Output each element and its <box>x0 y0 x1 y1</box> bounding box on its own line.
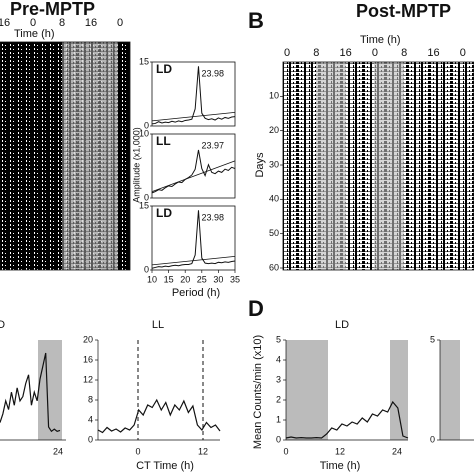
x-tick-label: 0 <box>30 17 36 29</box>
x-tick-label: 16 <box>85 17 97 29</box>
peak-label: 23.97 <box>201 140 224 150</box>
x-tick-label: 10 <box>147 274 157 284</box>
periodogram-line <box>151 149 236 194</box>
axis-label: CT Time (h) <box>136 460 194 472</box>
x-tick-label: 8 <box>401 47 407 59</box>
chart-title: LD <box>0 319 5 331</box>
chart-title: LD <box>335 319 349 331</box>
activity-line <box>0 352 61 433</box>
y-tick-label: 5 <box>276 334 281 344</box>
dark-phase <box>390 340 408 440</box>
x-tick-label: 0 <box>117 17 123 29</box>
axis-label: Amplitude (x1,000) <box>131 127 141 203</box>
chart-title: LL <box>152 319 164 331</box>
activity-line <box>285 400 409 439</box>
axis-label: Mean Counts/min (x10) <box>252 335 264 449</box>
x-tick-label: 0 <box>460 47 466 59</box>
y-tick-label: 20 <box>269 125 279 135</box>
y-tick-label: 40 <box>269 194 279 204</box>
y-tick-label: 3 <box>276 374 281 384</box>
periodogram-line <box>151 66 236 125</box>
y-tick-label: 8 <box>88 394 93 404</box>
x-tick-label: 16 <box>0 17 10 29</box>
y-tick-label: 4 <box>276 354 281 364</box>
x-tick-label: 24 <box>392 446 402 456</box>
actogram <box>282 61 474 271</box>
panel-letter: B <box>248 8 264 33</box>
x-tick-label: 12 <box>335 446 345 456</box>
y-tick-label: 10 <box>139 128 149 138</box>
y-tick-label: 15 <box>139 56 149 66</box>
plot-frame <box>151 61 236 127</box>
x-tick-label: 0 <box>372 47 378 59</box>
y-tick-label: 0 <box>430 434 435 444</box>
axis-label: Time (h) <box>320 460 361 472</box>
y-tick-label: 15 <box>139 200 149 210</box>
x-tick-label: 15 <box>164 274 174 284</box>
x-tick-label: 16 <box>339 47 351 59</box>
y-tick-label: 16 <box>83 354 93 364</box>
x-tick-label: 0 <box>135 446 140 456</box>
threshold-line <box>151 111 236 122</box>
y-tick-label: 0 <box>276 434 281 444</box>
axis-label: Time (h) <box>360 34 401 46</box>
periodogram-line <box>151 210 236 269</box>
threshold-line <box>151 160 236 192</box>
panel-letter: D <box>248 296 264 321</box>
activity-line <box>97 398 221 434</box>
plot-frame <box>151 205 236 271</box>
y-tick-label: 2 <box>276 394 281 404</box>
panel-label: LL <box>156 134 171 148</box>
panel-title: Post-MPTP <box>356 1 451 21</box>
y-tick-label: 30 <box>269 159 279 169</box>
y-tick-label: 0 <box>144 120 149 130</box>
x-tick-label: 0 <box>283 446 288 456</box>
x-tick-label: 30 <box>213 274 223 284</box>
axis-label: Time (h) <box>14 28 55 40</box>
y-tick-label: 10 <box>269 91 279 101</box>
panel-label: LD <box>156 206 172 220</box>
dark-phase <box>440 340 460 440</box>
y-tick-label: 0 <box>88 434 93 444</box>
y-tick-label: 5 <box>430 334 435 344</box>
y-tick-label: 0 <box>144 264 149 274</box>
panel-label: LD <box>156 62 172 76</box>
y-tick-label: 0 <box>144 192 149 202</box>
y-tick-label: 50 <box>269 228 279 238</box>
y-tick-label: 1 <box>276 414 281 424</box>
y-tick-label: 4 <box>88 414 93 424</box>
y-tick-label: 20 <box>83 334 93 344</box>
actogram <box>0 41 131 271</box>
panel-title: Pre-MPTP <box>10 0 95 19</box>
plot-frame <box>151 133 236 199</box>
axis-label: Days <box>254 152 266 178</box>
x-tick-label: 8 <box>59 17 65 29</box>
axis-label: Period (h) <box>172 287 220 299</box>
peak-label: 23.98 <box>201 68 224 78</box>
x-tick-label: 16 <box>427 47 439 59</box>
threshold-line <box>151 255 236 266</box>
x-tick-label: 24 <box>53 446 63 456</box>
x-tick-label: 35 <box>230 274 240 284</box>
y-tick-label: 12 <box>83 374 93 384</box>
y-tick-label: 60 <box>269 262 279 272</box>
x-tick-label: 12 <box>198 446 208 456</box>
dark-phase <box>38 340 62 440</box>
peak-label: 23.98 <box>201 212 224 222</box>
x-tick-label: 25 <box>197 274 207 284</box>
dark-phase <box>286 340 328 440</box>
x-tick-label: 0 <box>284 47 290 59</box>
x-tick-label: 20 <box>180 274 190 284</box>
x-tick-label: 8 <box>313 47 319 59</box>
